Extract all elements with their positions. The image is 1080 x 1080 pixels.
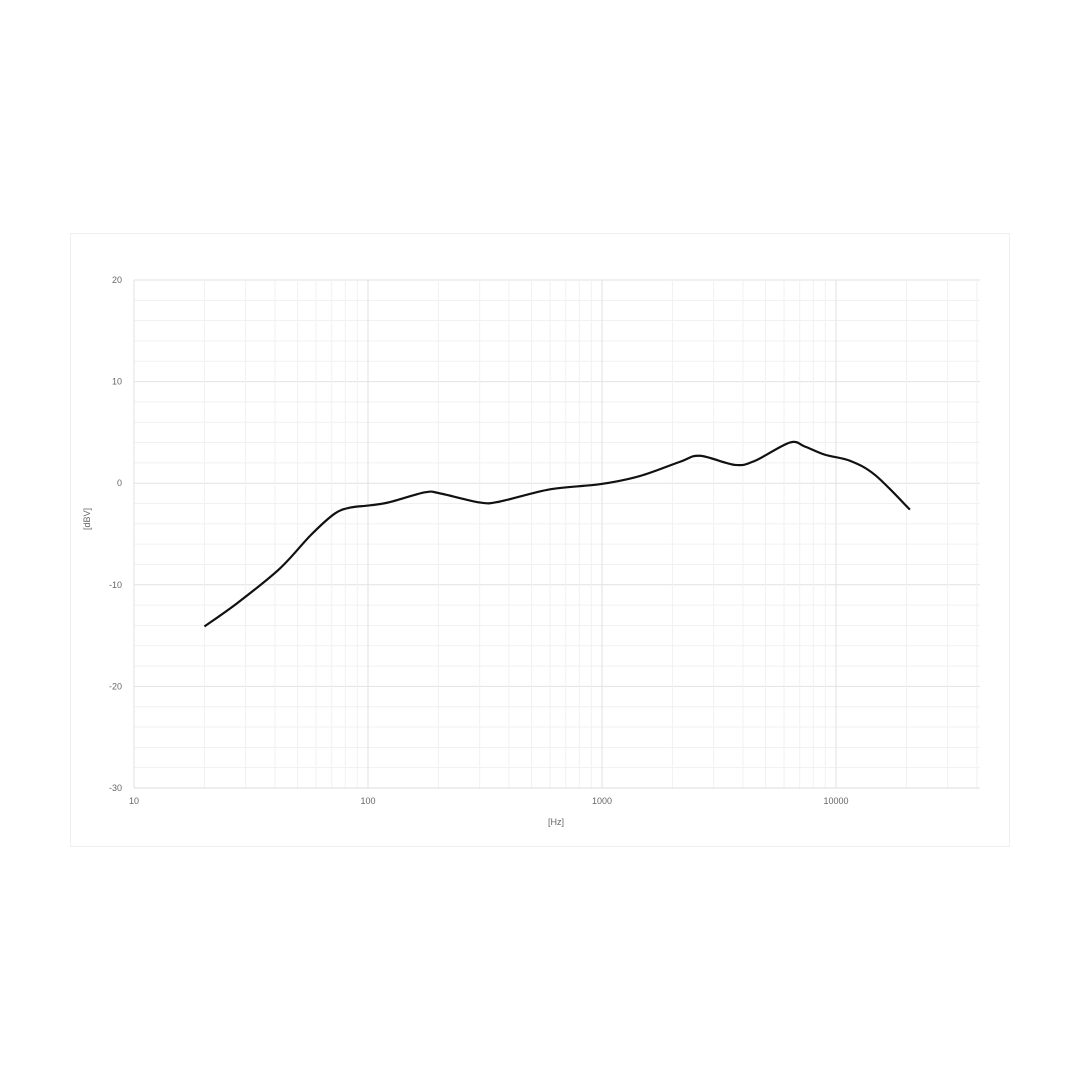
y-tick-label: -20 <box>109 681 122 691</box>
x-tick-label: 1000 <box>592 796 612 806</box>
x-tick-label: 100 <box>360 796 375 806</box>
y-tick-label: -30 <box>109 783 122 793</box>
y-tick-label: 0 <box>117 478 122 488</box>
y-tick-label: -10 <box>109 580 122 590</box>
x-tick-label: 10 <box>129 796 139 806</box>
chart-frame <box>70 233 1010 847</box>
y-tick-label: 20 <box>112 275 122 285</box>
x-tick-label: 10000 <box>823 796 848 806</box>
response-curve <box>203 440 911 628</box>
y-axis-label-text: [dBV] <box>82 507 92 530</box>
y-tick-label: 10 <box>112 377 122 387</box>
x-axis-label-text: [Hz] <box>548 817 565 827</box>
